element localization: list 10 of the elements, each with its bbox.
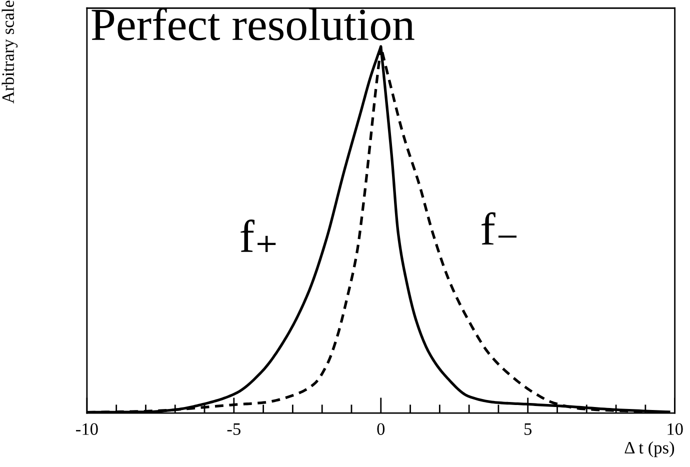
series-label: f₋: [482, 212, 517, 244]
x-tick-label: -5: [227, 423, 240, 435]
x-tick-label: 5: [524, 423, 532, 435]
chart-title: Perfect resolution: [92, 8, 414, 40]
x-tick-label: 10: [668, 423, 683, 435]
x-axis-title: Δ t (ps): [624, 441, 674, 458]
y-axis-title: Arbitrary scale: [2, 0, 18, 104]
series-label: f₊: [240, 220, 276, 252]
x-tick-label: -10: [76, 423, 98, 435]
x-tick-label: 0: [377, 423, 385, 435]
